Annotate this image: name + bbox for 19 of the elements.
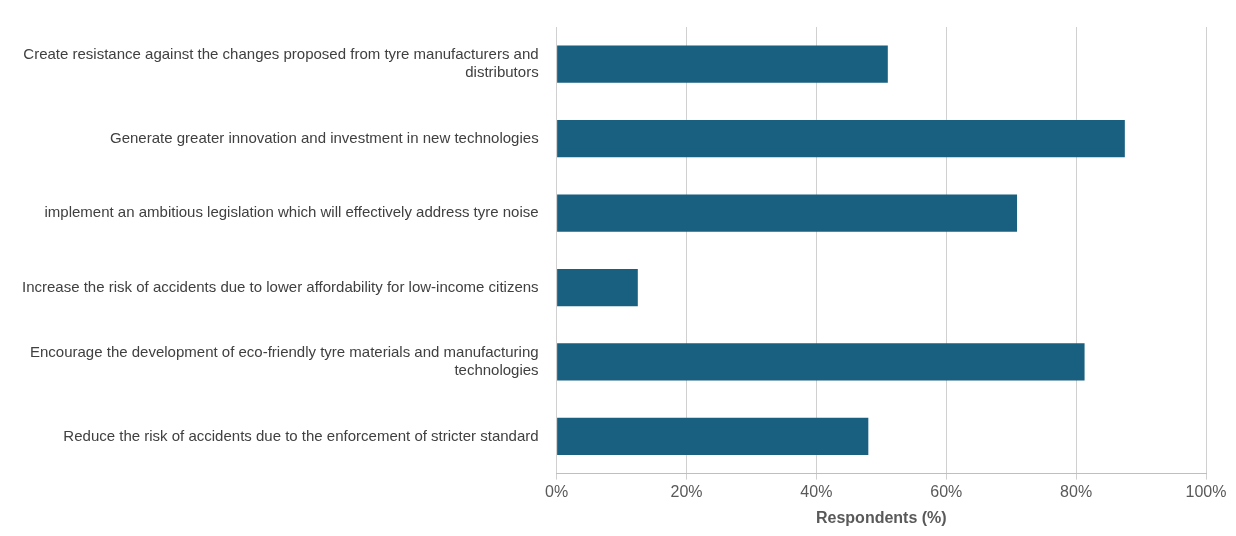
x-tick-label: 100% [1185, 482, 1227, 500]
x-tick-label: 60% [930, 482, 963, 500]
y-tick-label: Reduce the risk of accidents due to the enforcement of stricter standard [63, 426, 539, 444]
x-tick-label: 40% [800, 482, 833, 500]
y-tick-label: implement an ambitious legislation which will effectively address tyre noise [44, 203, 539, 221]
bar [557, 268, 638, 307]
y-tick-label: Encourage the development of eco-friendly tyre materials and manufacturing technologies [30, 343, 539, 379]
y-tick-label: Generate greater innovation and investment in new technologies [110, 128, 539, 146]
x-axis-title: Respondents (%) [815, 508, 947, 526]
x-tick-label: 80% [1060, 482, 1093, 500]
y-tick-label: Create resistance against the changes proposed from tyre manufacturers and distributors [23, 45, 539, 81]
bar [557, 417, 869, 455]
bar [557, 120, 1125, 158]
x-tick-label: 20% [670, 482, 703, 500]
x-tick-label: 0% [545, 482, 569, 500]
bar [557, 343, 1085, 381]
y-tick-label: Increase the risk of accidents due to lower affordability for low-income citizens [21, 277, 539, 295]
bar [557, 45, 888, 83]
bar [557, 194, 1018, 232]
